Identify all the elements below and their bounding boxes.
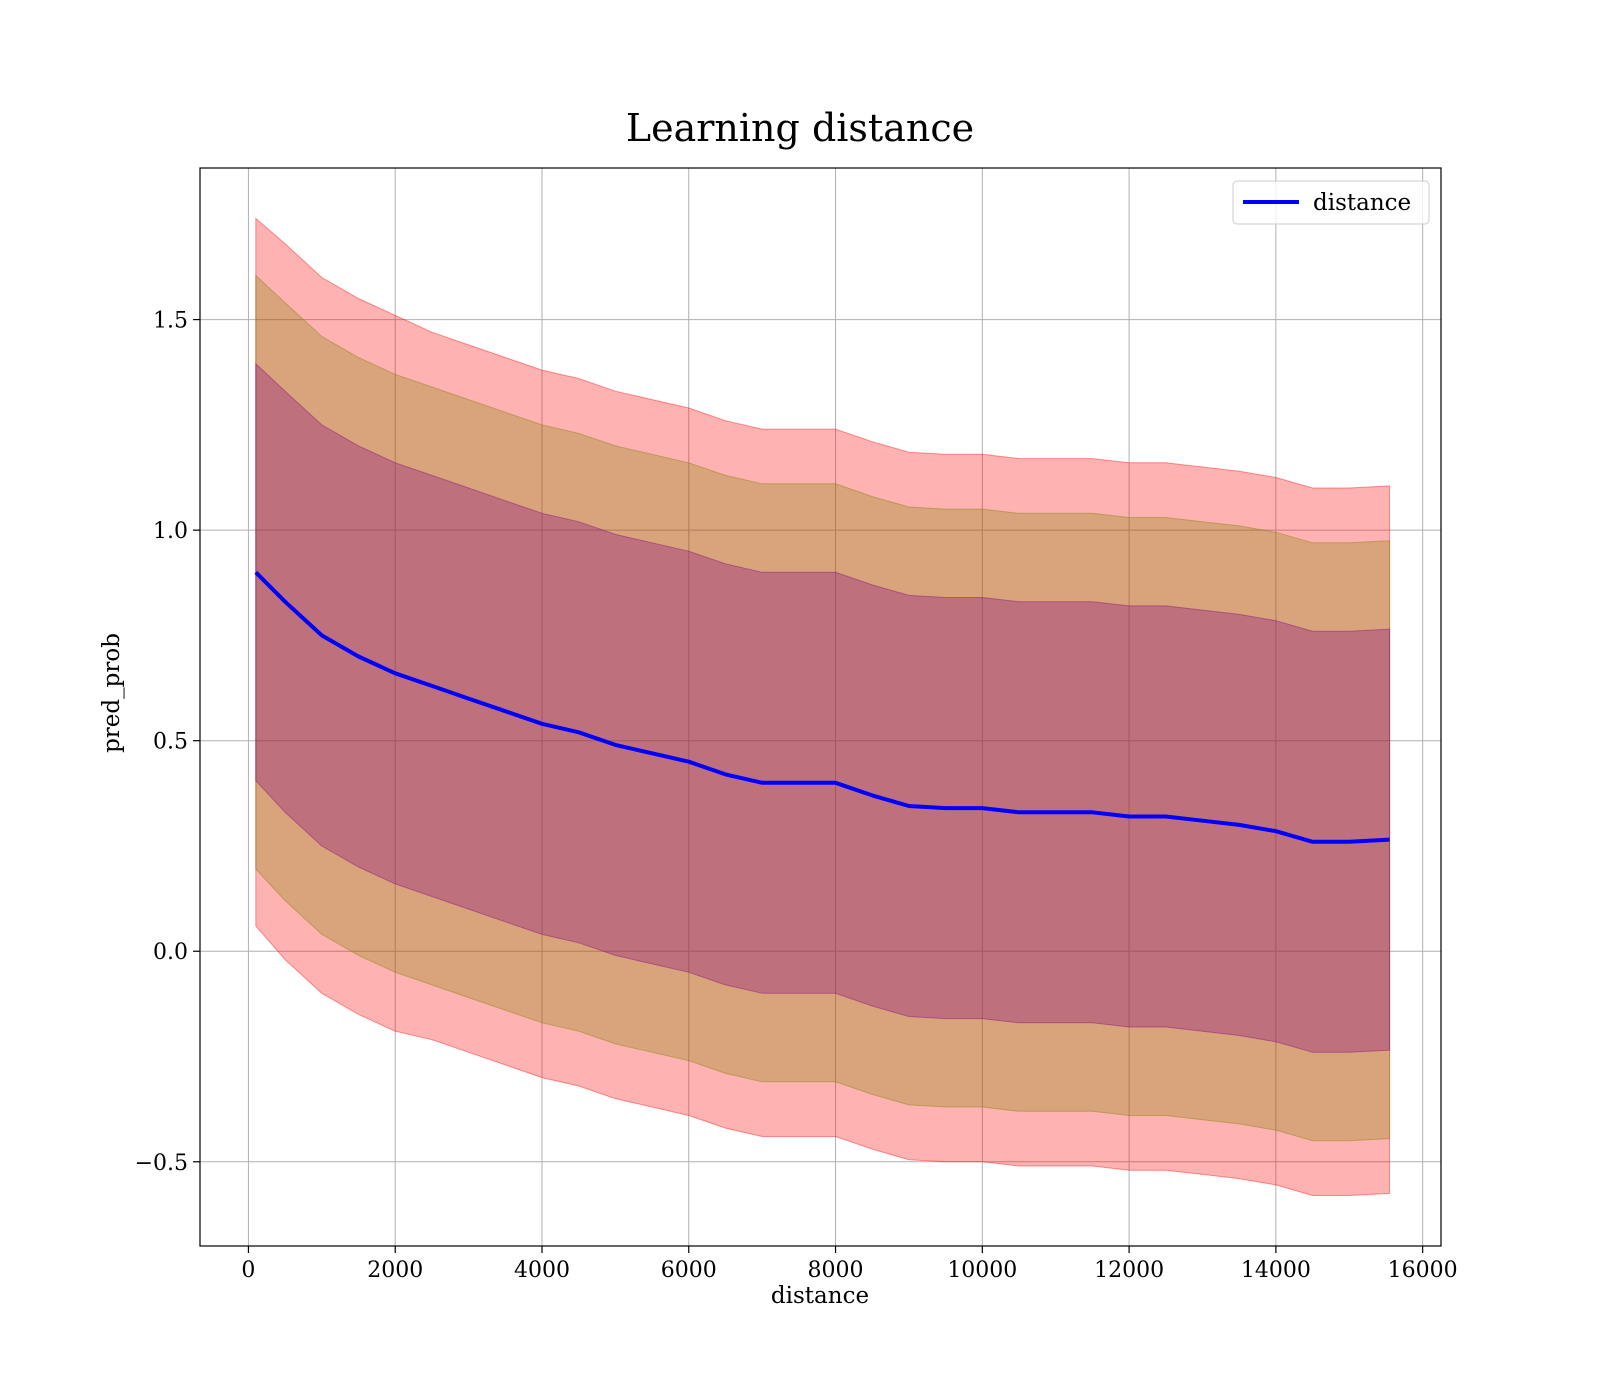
x-tick-label: 12000: [1094, 1258, 1164, 1283]
y-axis-title: pred_prob: [99, 633, 125, 753]
y-tick-label: 0.5: [153, 730, 188, 755]
band-3sigma: [255, 217, 1391, 1196]
y-tick-label: 1.0: [153, 519, 188, 544]
legend: distance: [1232, 180, 1430, 225]
y-tick-label: 1.5: [153, 309, 188, 334]
legend-label-distance: distance: [1313, 190, 1411, 216]
y-tick-label: 0.0: [153, 940, 188, 965]
x-tick-label: 4000: [514, 1258, 570, 1283]
plot-background: [200, 168, 1441, 1246]
y-axis-ticks: −0.5 0.0 0.5 1.0 1.5: [135, 309, 200, 1176]
plot-frame: [199, 167, 1442, 1247]
y-tick-label: −0.5: [135, 1151, 188, 1176]
x-tick-label: 2000: [367, 1258, 423, 1283]
x-tick-label: 8000: [808, 1258, 864, 1283]
series-line-distance: [254, 570, 1390, 844]
chart-title: Learning distance: [626, 106, 974, 150]
x-tick-label: 14000: [1241, 1258, 1311, 1283]
band-1sigma: [255, 362, 1391, 1053]
x-tick-label: 10000: [947, 1258, 1017, 1283]
x-axis-ticks: 0 2000 4000 6000 8000 10000 12000 14000 16000: [241, 1246, 1458, 1283]
series-lines: [254, 570, 1390, 844]
grid: [200, 168, 1441, 1246]
x-tick-label: 6000: [661, 1258, 717, 1283]
uncertainty-bands: [255, 217, 1391, 1196]
legend-box: [1232, 180, 1430, 225]
x-tick-label: 0: [241, 1258, 255, 1283]
x-tick-label: 16000: [1388, 1258, 1458, 1283]
plot-area: [200, 168, 1441, 1246]
band-2sigma: [255, 274, 1391, 1142]
x-axis-title: distance: [771, 1283, 869, 1309]
plot-border: [199, 167, 1442, 1247]
